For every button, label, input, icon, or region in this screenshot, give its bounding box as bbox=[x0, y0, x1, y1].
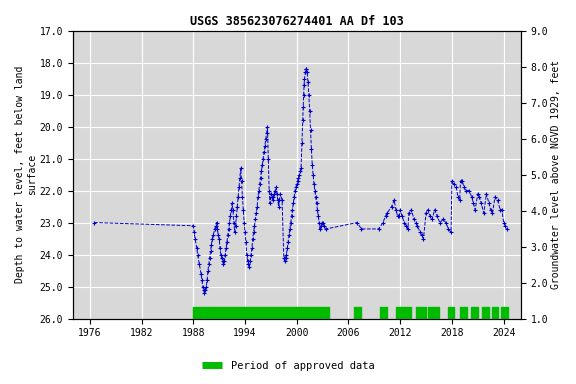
Y-axis label: Groundwater level above NGVD 1929, feet: Groundwater level above NGVD 1929, feet bbox=[551, 60, 561, 289]
Y-axis label: Depth to water level, feet below land
surface: Depth to water level, feet below land su… bbox=[15, 66, 37, 283]
Title: USGS 385623076274401 AA Df 103: USGS 385623076274401 AA Df 103 bbox=[190, 15, 404, 28]
Legend: Period of approved data: Period of approved data bbox=[198, 357, 378, 375]
